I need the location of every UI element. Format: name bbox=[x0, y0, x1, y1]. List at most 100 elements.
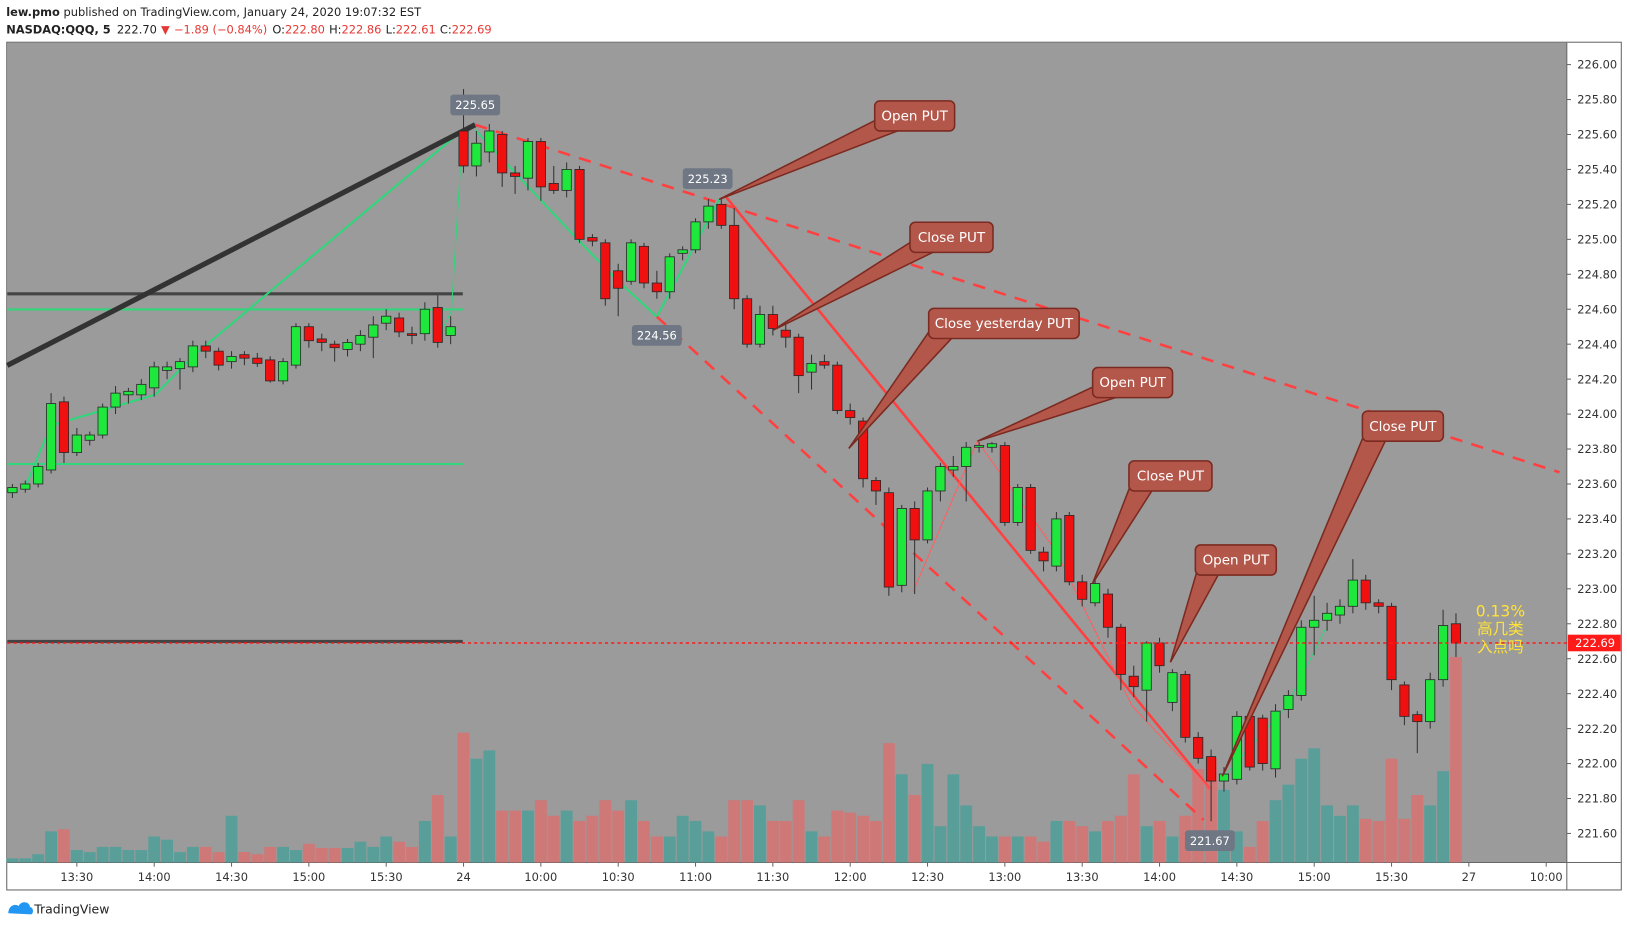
volume-bar bbox=[1050, 820, 1063, 863]
candle-body bbox=[1206, 756, 1217, 782]
x-tick-label: 11:30 bbox=[756, 870, 789, 884]
y-tick-label: 222.80 bbox=[1577, 617, 1617, 631]
volume-bar bbox=[225, 815, 238, 863]
volume-bar bbox=[1411, 795, 1424, 863]
price-label-box bbox=[682, 168, 733, 190]
volume-bar bbox=[1114, 815, 1127, 863]
volume-bar bbox=[470, 758, 483, 863]
candle-body bbox=[497, 134, 508, 174]
x-tick-label: 13:30 bbox=[1066, 870, 1099, 884]
x-tick-label: 15:30 bbox=[370, 870, 403, 884]
candle-body bbox=[716, 203, 727, 226]
candle-body bbox=[780, 329, 791, 338]
candle-body bbox=[1141, 642, 1152, 691]
candle-body bbox=[922, 490, 933, 541]
note-text: 高几类 bbox=[1477, 620, 1524, 638]
volume-bar bbox=[1192, 769, 1205, 863]
y-tick-label: 225.00 bbox=[1577, 232, 1617, 246]
candle-body bbox=[1296, 626, 1307, 696]
x-tick-label: 13:30 bbox=[60, 870, 93, 884]
volume-bar bbox=[251, 854, 264, 863]
candle-body bbox=[278, 361, 289, 382]
volume-bar bbox=[393, 841, 406, 863]
y-tick-label: 222.20 bbox=[1577, 722, 1617, 736]
volume-bar bbox=[998, 836, 1011, 863]
volume-bar bbox=[1372, 820, 1385, 863]
volume-bar bbox=[1140, 826, 1153, 863]
candle-body bbox=[1090, 583, 1101, 604]
candle-body bbox=[948, 466, 959, 471]
x-tick-label: 14:30 bbox=[215, 870, 248, 884]
volume-bar bbox=[1089, 831, 1102, 863]
candle-body bbox=[935, 466, 946, 492]
candle-body bbox=[729, 224, 740, 300]
callout-text: Close PUT bbox=[918, 230, 986, 246]
y-tick-label: 222.40 bbox=[1577, 687, 1617, 701]
volume-bar bbox=[908, 795, 921, 863]
volume-bar bbox=[1011, 836, 1024, 863]
candle-body bbox=[265, 359, 276, 382]
volume-bar bbox=[1359, 818, 1372, 863]
candle-body bbox=[819, 361, 830, 366]
ohlc-key: O: bbox=[272, 22, 285, 36]
price-label: 225.65 bbox=[455, 98, 495, 112]
candle-body bbox=[548, 182, 559, 191]
y-tick-label: 224.60 bbox=[1577, 302, 1617, 316]
volume-bar bbox=[895, 774, 908, 863]
ohlc-key: H: bbox=[329, 22, 341, 36]
volume-bar bbox=[509, 810, 522, 863]
callout-text: Open PUT bbox=[1099, 375, 1166, 391]
volume-bar bbox=[161, 839, 174, 863]
volume-bar bbox=[341, 847, 354, 863]
y-tick-label: 224.20 bbox=[1577, 372, 1617, 386]
candle-body bbox=[471, 142, 482, 167]
candle-body bbox=[342, 342, 353, 350]
volume-bar bbox=[1024, 836, 1037, 863]
volume-bar bbox=[70, 850, 83, 863]
y-tick-label: 225.60 bbox=[1577, 128, 1617, 142]
author: lew.pmo bbox=[6, 5, 60, 19]
candle-body bbox=[458, 130, 469, 167]
candle-body bbox=[7, 487, 18, 494]
candle-body bbox=[1180, 674, 1191, 738]
volume-bar bbox=[58, 829, 70, 863]
candle-body bbox=[1438, 625, 1449, 681]
volume-bar bbox=[689, 820, 702, 863]
price-label-box bbox=[631, 324, 682, 346]
trend-line bbox=[725, 196, 1211, 790]
volume-bar bbox=[702, 831, 715, 863]
volume-bar bbox=[573, 820, 586, 863]
candle-body bbox=[1218, 773, 1230, 782]
volume-bar bbox=[1424, 805, 1437, 863]
x-tick-label: 10:00 bbox=[1530, 870, 1563, 884]
volume-bar bbox=[1269, 800, 1282, 863]
candle-body bbox=[1012, 487, 1023, 523]
volume-bar bbox=[19, 858, 32, 863]
candle-body bbox=[1450, 623, 1462, 644]
volume-bar bbox=[45, 831, 58, 863]
volume-bar bbox=[457, 732, 470, 863]
volume-bar bbox=[444, 836, 457, 863]
candle-body bbox=[638, 245, 650, 284]
symbol: NASDAQ:QQQ, 5 bbox=[6, 22, 111, 36]
x-tick-label: 27 bbox=[1462, 870, 1477, 884]
volume-bar bbox=[870, 820, 882, 863]
volume-bar bbox=[844, 812, 857, 863]
candle-body bbox=[97, 406, 108, 436]
x-tick-label: 14:00 bbox=[1143, 870, 1176, 884]
candle-body bbox=[587, 237, 598, 242]
trend-line bbox=[655, 315, 1205, 821]
candle-body bbox=[1167, 672, 1178, 703]
candle-body bbox=[368, 324, 379, 338]
candle-body bbox=[187, 345, 198, 368]
x-tick-label: 12:00 bbox=[834, 870, 867, 884]
volume-bar bbox=[1166, 836, 1179, 863]
volume-bar bbox=[792, 800, 805, 863]
volume-bar bbox=[522, 810, 534, 863]
candle-body bbox=[1051, 518, 1062, 567]
volume-bar bbox=[96, 846, 109, 863]
volume-bar bbox=[663, 836, 676, 863]
volume-bar bbox=[6, 858, 19, 863]
candle-body bbox=[806, 362, 817, 373]
